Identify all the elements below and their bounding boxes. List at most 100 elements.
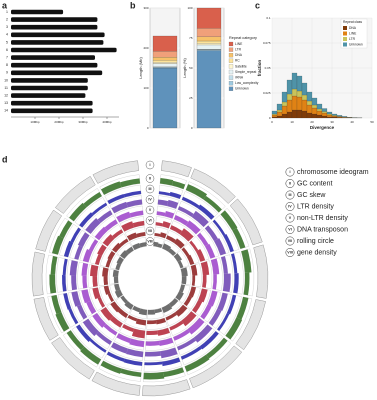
track-background xyxy=(210,257,223,291)
bar-segment xyxy=(281,91,288,103)
track-background xyxy=(143,367,186,383)
track-bar xyxy=(101,181,122,195)
bar xyxy=(11,78,88,83)
chromosome-segment xyxy=(189,345,243,389)
panel-label: c xyxy=(255,0,260,10)
track-background xyxy=(129,305,148,319)
track-bar xyxy=(188,286,197,298)
track-bar xyxy=(208,308,222,326)
track-bar xyxy=(92,287,101,300)
track-bar xyxy=(107,293,114,302)
track-bar xyxy=(203,195,222,213)
track-bar xyxy=(97,297,106,308)
track-background xyxy=(147,307,165,320)
y-axis-label: fraction xyxy=(257,60,262,77)
bar-segment xyxy=(286,99,293,113)
track-background xyxy=(177,200,211,228)
legend-label: DNA xyxy=(349,26,357,30)
track-bar xyxy=(123,190,142,198)
track-background xyxy=(99,174,141,196)
track-bar xyxy=(82,275,88,289)
legend-numeral: V xyxy=(289,216,292,220)
legend-marker xyxy=(285,202,295,211)
bar-segment xyxy=(321,112,328,117)
legend-marker xyxy=(285,236,295,246)
y-tick-label: 8 xyxy=(6,63,8,67)
bar-segment xyxy=(331,113,338,116)
track-bar xyxy=(176,337,196,351)
track-bar xyxy=(82,318,99,337)
chromosome-segment xyxy=(190,168,236,204)
track-marker xyxy=(145,237,155,246)
track-background xyxy=(173,250,190,269)
track-background xyxy=(240,248,255,297)
track-bar xyxy=(119,238,129,247)
bar-segment xyxy=(196,7,222,29)
panel-label: d xyxy=(2,154,8,164)
legend-label: GC skew xyxy=(297,192,326,199)
track-background xyxy=(108,342,144,361)
track-numeral: VIII xyxy=(147,239,152,243)
x-tick-label: 40 xyxy=(350,120,354,124)
track-bar xyxy=(66,330,85,351)
track-bar xyxy=(122,324,135,333)
bar-segment xyxy=(291,95,298,111)
track-bar xyxy=(116,211,131,223)
track-bar xyxy=(185,220,201,235)
track-background xyxy=(124,226,146,242)
bar-segment xyxy=(296,96,303,111)
track-background xyxy=(98,360,142,382)
track-bar xyxy=(161,303,173,313)
track-bar xyxy=(179,228,194,242)
bar xyxy=(11,70,103,76)
track-background xyxy=(59,223,82,258)
track-bar xyxy=(243,272,250,296)
track-bar xyxy=(107,193,125,205)
legend-label: Satellite xyxy=(235,64,247,68)
legend-label: LTR xyxy=(235,47,242,51)
track-background xyxy=(157,195,180,209)
track-background xyxy=(180,266,192,286)
track-background xyxy=(74,197,108,228)
x-tick-label: 20 xyxy=(310,120,314,124)
track-bar xyxy=(163,367,185,378)
track-bar xyxy=(92,276,98,287)
track-background xyxy=(47,294,70,334)
bar-segment xyxy=(286,111,293,119)
track-bar xyxy=(223,234,234,253)
legend-label: DNA xyxy=(235,53,243,57)
track-bar xyxy=(155,317,166,325)
bar-segment xyxy=(276,109,283,113)
track-bar xyxy=(119,178,141,188)
track-bar xyxy=(157,327,170,336)
track-bar xyxy=(51,295,62,315)
track-bar xyxy=(106,351,125,362)
track-background xyxy=(189,236,210,262)
x-tick-label: 10Mbp xyxy=(30,120,40,124)
track-bar xyxy=(226,294,237,315)
track-bar xyxy=(70,227,81,243)
bar-segment xyxy=(281,113,288,119)
track-bar xyxy=(167,199,179,209)
track-background xyxy=(98,306,123,332)
track-background xyxy=(88,287,106,311)
track-bar xyxy=(147,309,156,315)
track-bar xyxy=(138,308,148,316)
legend-label: non-LTR density xyxy=(297,215,348,222)
track-bar xyxy=(127,314,138,322)
track-bar xyxy=(197,232,209,247)
chromosome-segment xyxy=(161,160,192,178)
bar xyxy=(11,55,95,60)
legend-marker xyxy=(285,248,295,257)
track-bar xyxy=(86,300,97,315)
bar xyxy=(11,100,93,106)
bar-segment xyxy=(306,91,313,102)
bar-segment xyxy=(301,110,308,119)
y-tick-label: 4 xyxy=(6,33,8,37)
y-tick-label: 50 xyxy=(189,66,193,70)
track-bar xyxy=(119,250,129,259)
track-background xyxy=(155,216,173,229)
y-tick-label: 100 xyxy=(143,86,148,90)
track-bar xyxy=(217,292,228,311)
track-background xyxy=(216,294,242,336)
